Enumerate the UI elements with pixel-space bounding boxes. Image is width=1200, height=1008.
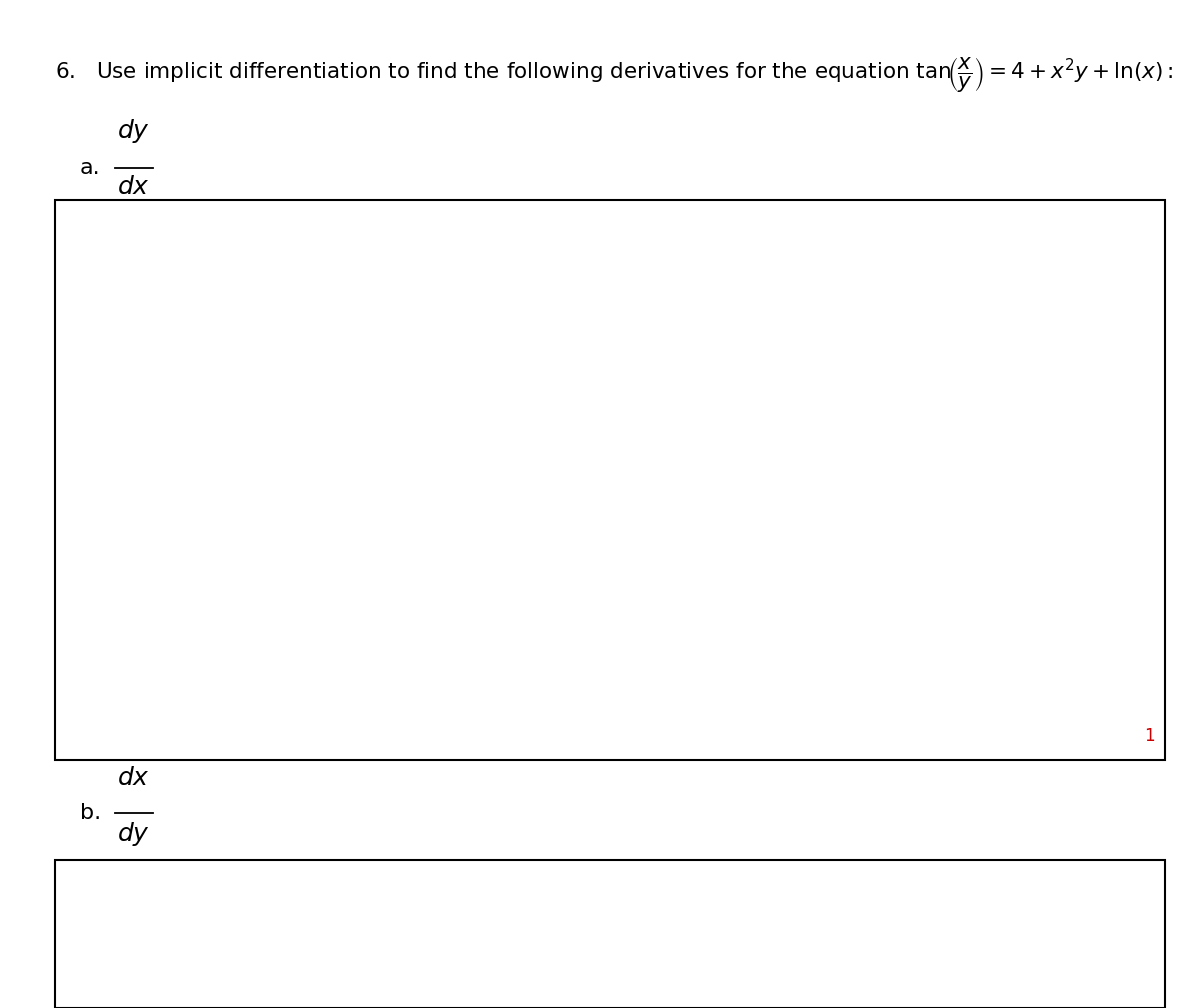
Text: 1: 1 (1145, 727, 1154, 745)
Bar (55, 860, 1165, 1008)
Text: b.: b. (80, 803, 101, 823)
Text: $dy$: $dy$ (118, 820, 150, 848)
Text: 6.   Use implicit differentiation to find the following derivatives for the equa: 6. Use implicit differentiation to find … (55, 55, 1174, 95)
Text: $dy$: $dy$ (118, 117, 150, 145)
Text: $dx$: $dx$ (118, 175, 150, 199)
Bar (55, 200, 1165, 760)
Text: a.: a. (80, 158, 101, 178)
Text: $dx$: $dx$ (118, 766, 150, 790)
